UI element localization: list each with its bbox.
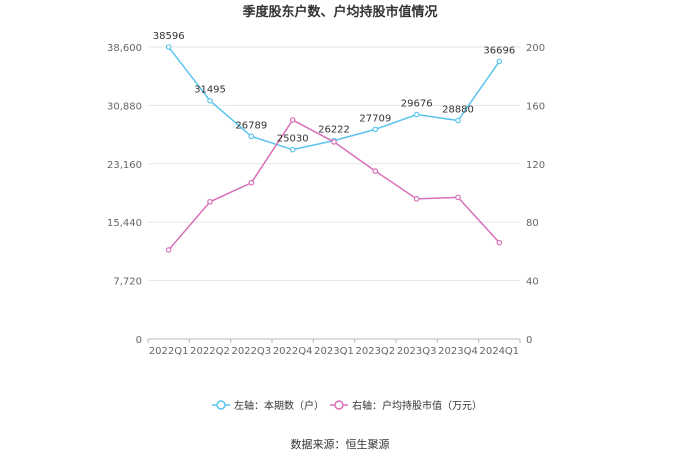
x-axis-tick-label: 2024Q1	[479, 346, 519, 357]
data-label-layer: 38596 31495 26789 25030 26222 27709 29676 28880…	[153, 31, 515, 145]
legend-label: 左轴：本期数（户）	[234, 399, 324, 412]
data-label: 31495	[194, 85, 226, 96]
series-point-1	[455, 117, 461, 124]
series-point-2	[165, 247, 172, 253]
right-axis-tick-label: 160	[526, 101, 545, 112]
data-label: 27709	[359, 113, 391, 124]
data-label: 26789	[235, 120, 267, 131]
series-point-2	[413, 196, 420, 202]
source-label: 数据来源：恒生聚源	[291, 437, 390, 451]
series-point-1	[248, 133, 255, 140]
axis-layer: 0 7,720 15,440 23,160 30,880 38,600 0 40 80 120 16…	[107, 43, 545, 357]
series-point-1	[413, 111, 420, 118]
series-point-2	[455, 194, 461, 201]
left-axis-tick-label: 30,880	[107, 101, 142, 112]
chart-title: 季度股东户数、户均持股市值情况	[241, 4, 437, 20]
series-point-1	[165, 44, 172, 50]
legend-marker	[334, 400, 344, 410]
grid-layer	[148, 46, 520, 340]
right-axis-tick-label: 120	[526, 160, 545, 171]
data-label: 26222	[318, 125, 350, 136]
right-axis-tick-label: 40	[526, 277, 539, 288]
right-axis-tick-label: 200	[526, 43, 545, 54]
x-axis-tick-label: 2023Q1	[314, 346, 354, 357]
series-point-1	[289, 146, 296, 153]
right-axis-tick-label: 0	[526, 335, 532, 346]
left-axis-tick-label: 38,600	[107, 43, 142, 54]
left-axis-tick-label: 15,440	[107, 218, 142, 229]
left-axis-tick-label: 23,160	[107, 160, 142, 171]
series-point-1	[372, 126, 379, 133]
series-point-2	[331, 139, 337, 145]
x-axis-tick-label: 2022Q4	[273, 346, 313, 357]
x-axis-tick-label: 2022Q2	[190, 346, 230, 357]
legend-marker	[216, 400, 226, 410]
x-axis-tick-label: 2022Q1	[149, 346, 189, 357]
data-label: 29676	[401, 99, 433, 110]
series-point-2	[372, 168, 379, 174]
data-label: 38596	[153, 31, 185, 42]
x-axis-tick-label: 2023Q3	[397, 346, 437, 357]
x-axis-tick-label: 2022Q3	[231, 346, 271, 357]
legend-label: 右轴：户均持股市值（万元）	[352, 399, 482, 412]
series-point-2	[496, 239, 503, 246]
series-point-1	[207, 97, 213, 104]
series-layer	[165, 44, 503, 253]
series-point-1	[496, 58, 503, 65]
legend: 左轴：本期数（户） 右轴：户均持股市值（万元）	[212, 399, 482, 412]
series-point-2	[207, 198, 213, 205]
series-point-2	[289, 117, 296, 123]
data-label: 28880	[442, 105, 474, 116]
data-label: 25030	[277, 134, 309, 145]
data-label: 36696	[483, 45, 515, 56]
left-axis-tick-label: 0	[136, 335, 142, 346]
x-axis-tick-label: 2023Q4	[438, 346, 478, 357]
series-point-2	[248, 179, 255, 186]
x-axis-tick-label: 2023Q2	[355, 346, 395, 357]
left-axis-tick-label: 7,720	[113, 277, 142, 288]
right-axis-tick-label: 80	[526, 218, 539, 229]
